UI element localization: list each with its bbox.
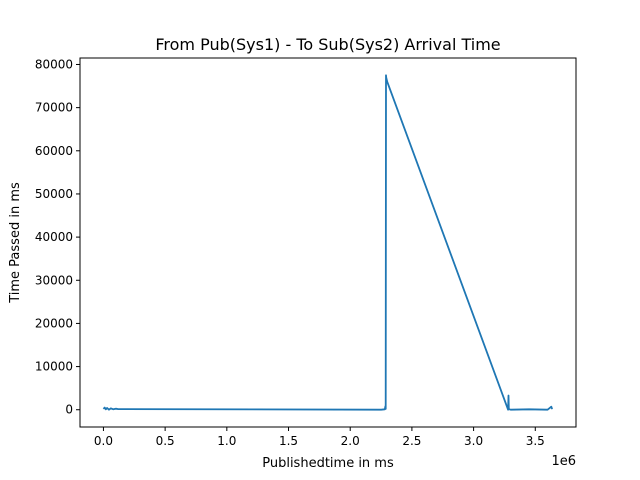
series-line	[102, 74, 554, 411]
x-tick-label: 1.0	[217, 434, 236, 448]
x-axis-offset-label: 1e6	[551, 454, 576, 469]
x-tick-label: 0.0	[94, 434, 113, 448]
y-tick-label: 30000	[35, 273, 73, 287]
y-tick-label: 10000	[35, 360, 73, 374]
chart-title: From Pub(Sys1) - To Sub(Sys2) Arrival Ti…	[155, 35, 500, 54]
x-axis-label: Publishedtime in ms	[262, 456, 394, 471]
y-tick-label: 0	[65, 403, 73, 417]
y-tick-label: 70000	[35, 101, 73, 115]
x-tick-label: 3.0	[464, 434, 483, 448]
y-tick-label: 50000	[35, 187, 73, 201]
y-axis-label: Time Passed in ms	[8, 182, 23, 304]
axes-frame	[79, 57, 577, 428]
plot-area	[102, 74, 554, 411]
y-tick-label: 80000	[35, 57, 73, 71]
x-tick-label: 2.0	[341, 434, 360, 448]
y-tick-label: 40000	[35, 230, 73, 244]
x-tick-label: 3.5	[526, 434, 545, 448]
y-tick-label: 60000	[35, 144, 73, 158]
x-tick-label: 1.5	[279, 434, 298, 448]
y-tick-label: 20000	[35, 316, 73, 330]
y-axis-ticks: 0 10000 20000 30000 40000 50000 60000 70000 8000…	[35, 57, 80, 417]
x-tick-label: 0.5	[156, 434, 175, 448]
x-tick-label: 2.5	[402, 434, 421, 448]
x-axis-ticks: 0.0 0.5 1.0 1.5 2.0 2.5 3.0 3.5	[94, 427, 545, 448]
